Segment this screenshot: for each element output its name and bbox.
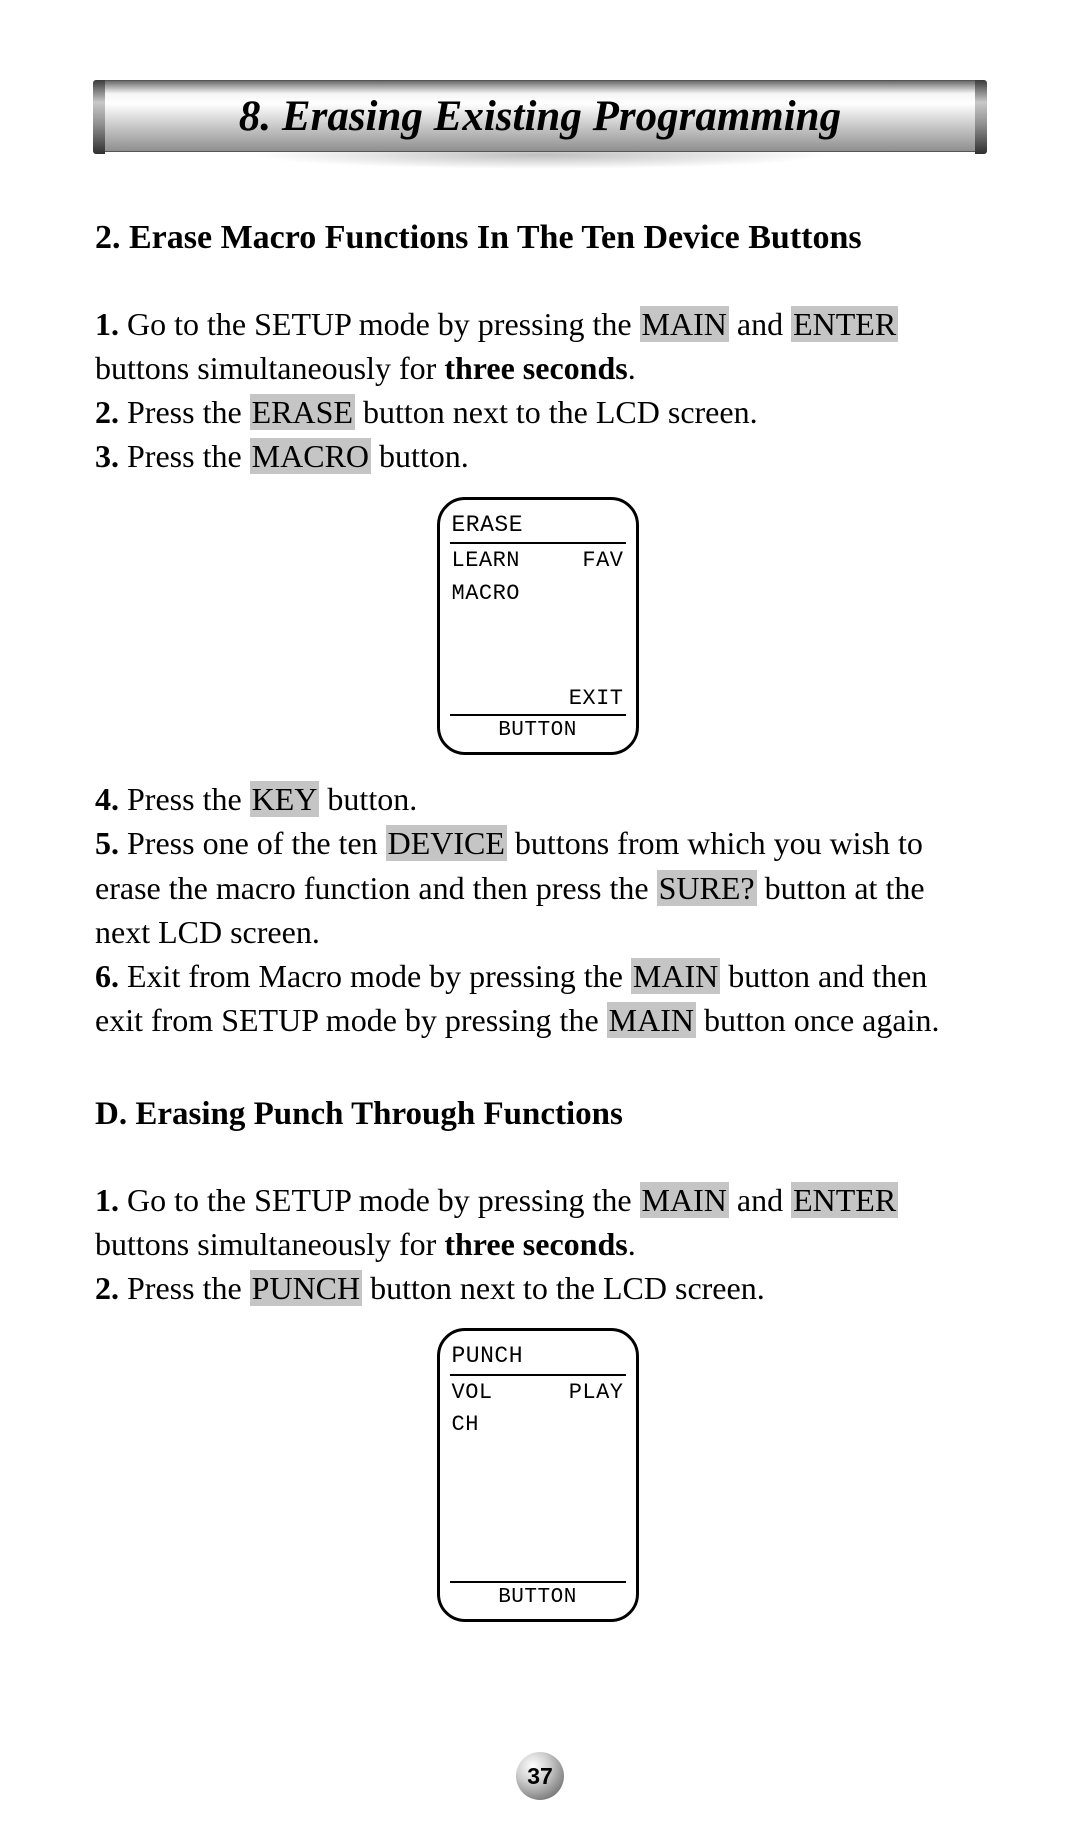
lcd-label-ch: CH [452,1410,479,1440]
lcd-row: MACRO [452,579,624,609]
step-num: 5. [95,825,119,861]
step-text: button next to the LCD screen. [355,394,758,430]
key-enter: ENTER [791,306,898,342]
step-text: button once again. [696,1002,939,1038]
lcd-label-learn: LEARN [452,546,521,576]
lcd-figure-punch: PUNCH VOL PLAY CH BUTTON [437,1328,639,1622]
instruction-block-c2: 1. Go to the SETUP mode by pressing the … [95,302,980,479]
step-text: Go to the SETUP mode by pressing the [119,1182,640,1218]
key-main: MAIN [631,958,720,994]
lcd-footer: BUTTON [450,1581,626,1613]
key-main: MAIN [640,1182,729,1218]
duration: three seconds [444,350,627,386]
lcd-title: ERASE [450,510,626,545]
lcd-label-vol: VOL [452,1378,493,1408]
step-text: Exit from Macro mode by pressing the [119,958,631,994]
key-sure: SURE? [657,870,757,906]
step-num: 2. [95,1270,119,1306]
step-text: . [628,1226,636,1262]
lcd-figure-erase: ERASE LEARN FAV MACRO EXIT BUTTON [437,497,639,756]
instruction-block-c2b: 4. Press the KEY button. 5. Press one of… [95,777,980,1042]
key-key: KEY [250,781,320,817]
step-text: Press the [119,1270,250,1306]
section-heading-d: D. Erasing Punch Through Functions [95,1092,980,1138]
key-main: MAIN [640,306,729,342]
step-num: 2. [95,394,119,430]
chapter-title-bar: 8. Erasing Existing Programming [105,80,975,152]
lcd-row: CH [452,1410,624,1440]
step-num: 1. [95,1182,119,1218]
step-text: Press one of the ten [119,825,386,861]
lcd-body: LEARN FAV MACRO EXIT [450,544,626,714]
step-text: Go to the SETUP mode by pressing the [119,306,640,342]
lcd-footer: BUTTON [450,714,626,746]
page-content: 2. Erase Macro Functions In The Ten Devi… [95,215,980,1644]
step-num: 6. [95,958,119,994]
lcd-label-exit: EXIT [569,684,624,714]
key-device: DEVICE [386,825,507,861]
figure-1-wrap: ERASE LEARN FAV MACRO EXIT BUTTON [95,497,980,756]
duration: three seconds [444,1226,627,1262]
step-text: . [628,350,636,386]
step-text: Press the [119,438,250,474]
key-erase: ERASE [250,394,355,430]
lcd-row: LEARN FAV [452,546,624,576]
lcd-title: PUNCH [450,1341,626,1376]
figure-2-wrap: PUNCH VOL PLAY CH BUTTON [95,1328,980,1622]
page-number: 37 [527,1763,553,1790]
key-main: MAIN [607,1002,696,1038]
step-text: and [729,1182,791,1218]
lcd-body: VOL PLAY CH [450,1376,626,1581]
step-num: 1. [95,306,119,342]
key-macro: MACRO [250,438,371,474]
lcd-label-macro: MACRO [452,579,521,609]
step-text: button next to the LCD screen. [362,1270,765,1306]
lcd-row: VOL PLAY [452,1378,624,1408]
step-num: 4. [95,781,119,817]
section-heading-c2: 2. Erase Macro Functions In The Ten Devi… [95,215,980,262]
key-punch: PUNCH [250,1270,362,1306]
step-text: and [729,306,791,342]
step-text: button. [319,781,417,817]
lcd-label-fav: FAV [582,546,623,576]
step-text: buttons simultaneously for [95,350,444,386]
instruction-block-d: 1. Go to the SETUP mode by pressing the … [95,1178,980,1310]
step-text: Press the [119,394,250,430]
step-num: 3. [95,438,119,474]
page-number-badge: 37 [516,1752,564,1800]
step-text: Press the [119,781,250,817]
chapter-title: 8. Erasing Existing Programming [239,92,841,141]
key-enter: ENTER [791,1182,898,1218]
lcd-label-play: PLAY [569,1378,624,1408]
step-text: button. [371,438,469,474]
step-text: buttons simultaneously for [95,1226,444,1262]
